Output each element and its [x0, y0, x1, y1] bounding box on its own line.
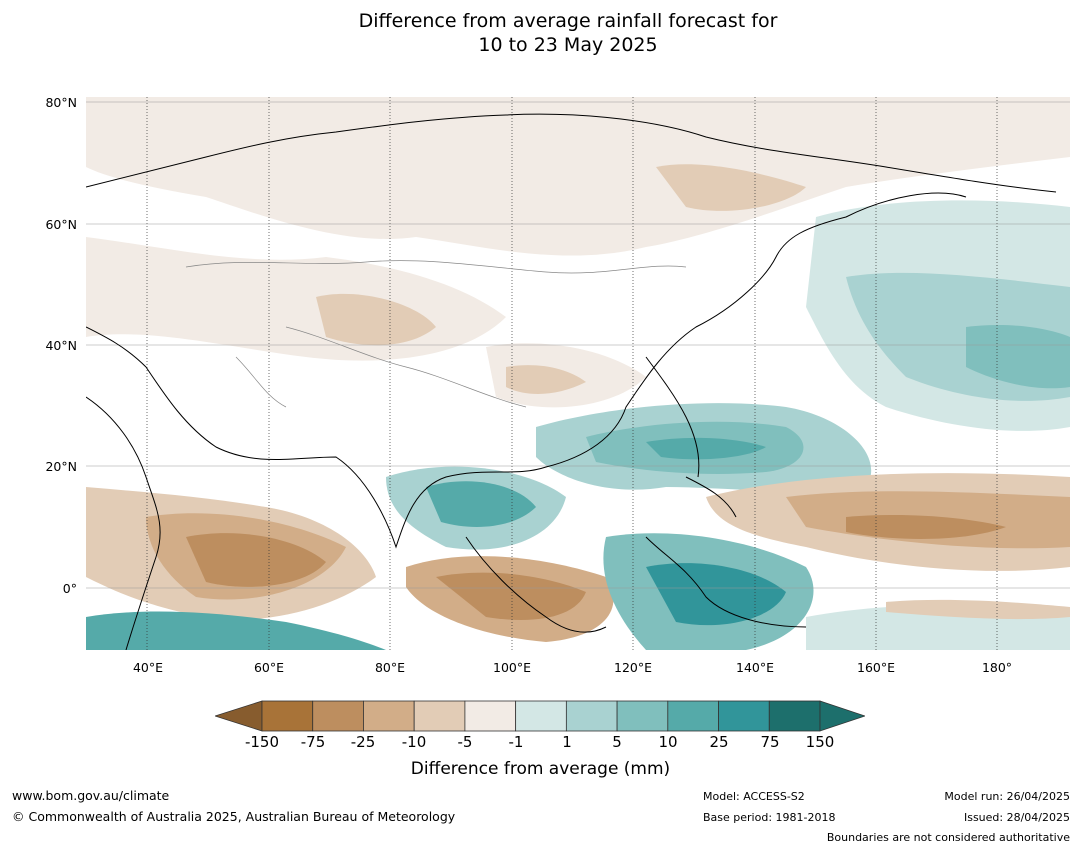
- boundaries-disclaimer: Boundaries are not considered authoritat…: [826, 831, 1070, 844]
- colorbar-cell: [464, 700, 517, 732]
- lon-label-80e: 80°E: [374, 660, 406, 675]
- colorbar-tick: -10: [401, 733, 427, 751]
- colorbar-cell: [261, 700, 314, 732]
- colorbar-cell: [718, 700, 770, 732]
- colorbar-cell: [515, 700, 567, 732]
- colorbar-tick: -150: [244, 733, 280, 751]
- colorbar-cell: [616, 700, 669, 732]
- lon-label-160e: 160°E: [856, 660, 896, 675]
- colorbar-tick: 150: [805, 733, 835, 751]
- colorbar-tick: 25: [709, 733, 729, 751]
- colorbar-tick: -25: [350, 733, 376, 751]
- colorbar-tick: 75: [760, 733, 780, 751]
- colorbar-cell: [312, 700, 364, 732]
- title-line-2: 10 to 23 May 2025: [478, 34, 658, 56]
- latitude-lines: [86, 101, 1070, 589]
- map-title: Difference from average rainfall forecas…: [0, 9, 1081, 57]
- website-link[interactable]: www.bom.gov.au/climate: [12, 788, 170, 803]
- colorbar-cell: [768, 700, 821, 732]
- colorbar-tick: 1: [562, 733, 572, 751]
- colorbar-cell: [667, 700, 719, 732]
- base-period: Base period: 1981-2018: [703, 811, 836, 824]
- copyright-notice: © Commonwealth of Australia 2025, Austra…: [12, 809, 456, 824]
- anomaly-fill: [86, 97, 1070, 650]
- colorbar-tick: -75: [300, 733, 326, 751]
- lon-label-60e: 60°E: [253, 660, 285, 675]
- coastlines: [86, 113, 1057, 650]
- lat-label-60n: 60°N: [45, 217, 77, 232]
- colorbar-tick: 10: [658, 733, 678, 751]
- colorbar-cell: [413, 700, 466, 732]
- lon-label-40e: 40°E: [132, 660, 164, 675]
- rainfall-anomaly-map: [86, 97, 1070, 650]
- title-line-1: Difference from average rainfall forecas…: [358, 10, 778, 32]
- graticule: [146, 97, 998, 650]
- colorbar-cell: [565, 700, 618, 732]
- colorbar-extend-high: [819, 700, 865, 732]
- colorbar-extend-low: [215, 700, 263, 732]
- lat-label-80n: 80°N: [45, 95, 77, 110]
- lon-label-100e: 100°E: [492, 660, 532, 675]
- issued-date: Issued: 28/04/2025: [963, 811, 1070, 824]
- country-borders: [185, 260, 687, 408]
- colorbar: [215, 700, 865, 732]
- lon-label-140e: 140°E: [735, 660, 775, 675]
- lat-label-20n: 20°N: [45, 459, 77, 474]
- lat-label-0: 0°: [62, 581, 77, 596]
- colorbar-tick: -5: [457, 733, 473, 751]
- colorbar-tick: -1: [508, 733, 524, 751]
- lat-label-40n: 40°N: [45, 338, 77, 353]
- lon-label-180: 180°: [981, 660, 1013, 675]
- colorbar-tick: 5: [612, 733, 622, 751]
- colorbar-cell: [363, 700, 415, 732]
- model-run-date: Model run: 26/04/2025: [944, 790, 1070, 803]
- colorbar-label: Difference from average (mm): [410, 759, 671, 779]
- model-name: Model: ACCESS-S2: [703, 790, 805, 803]
- lon-label-120e: 120°E: [613, 660, 653, 675]
